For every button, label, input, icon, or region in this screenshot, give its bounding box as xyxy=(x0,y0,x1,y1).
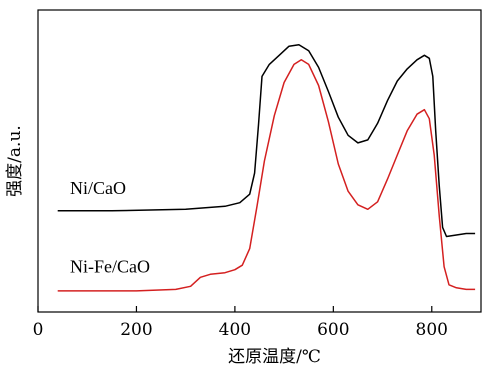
plot-frame xyxy=(37,9,482,313)
x-tick-label: 0 xyxy=(33,320,44,340)
series-line-ni-fe-cao xyxy=(57,59,476,292)
series-line-ni-cao xyxy=(57,43,476,238)
x-tick-label: 800 xyxy=(416,320,448,340)
series-layer xyxy=(57,43,476,292)
x-tick-label: 200 xyxy=(120,320,152,340)
label-ni-fe-cao: Ni-Fe/CaO xyxy=(70,257,150,277)
x-axis-ticks: 0 200 400 600 800 xyxy=(33,306,448,340)
label-ni-cao: Ni/CaO xyxy=(70,178,126,198)
x-axis-title: 还原温度/℃ xyxy=(228,347,321,367)
x-tick-label: 400 xyxy=(219,320,251,340)
y-axis-title: 强度/a.u. xyxy=(5,125,25,197)
annotation-layer: Ni/CaO Ni-Fe/CaO xyxy=(70,178,150,277)
x-tick-label: 600 xyxy=(317,320,349,340)
